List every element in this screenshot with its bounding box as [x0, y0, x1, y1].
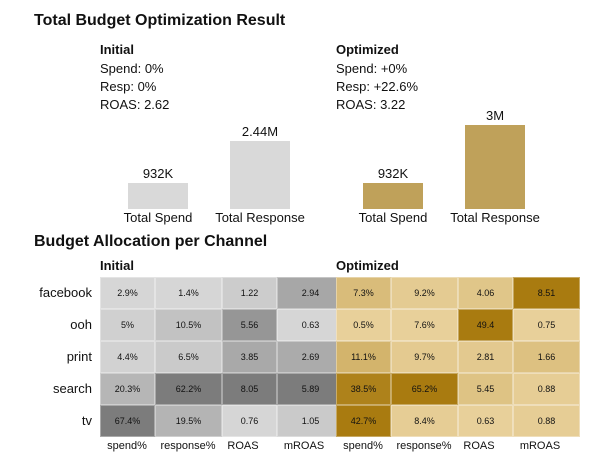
- optimized-heatmap-cell: 0.75: [513, 309, 580, 341]
- optimized-heatmap-cell: 4.06: [458, 277, 513, 309]
- optimized-roas-stat: ROAS: 3.22: [336, 97, 406, 112]
- optimized-heatmap-cell: 5.45: [458, 373, 513, 405]
- initial-heatmap-cell: 4.4%: [100, 341, 155, 373]
- optimized-heatmap-cell: 65.2%: [391, 373, 458, 405]
- optimized-bar-category-label: Total Spend: [358, 210, 428, 225]
- allocation-optimized-heading: Optimized: [336, 258, 399, 273]
- initial-heatmap-cell: 20.3%: [100, 373, 155, 405]
- optimized-heatmap-cell: 42.7%: [336, 405, 391, 437]
- page-title: Total Budget Optimization Result: [34, 12, 286, 29]
- initial-heatmap-cell: 1.4%: [155, 277, 222, 309]
- row-label-search: search: [52, 381, 92, 396]
- optimized-heatmap-cell: 9.7%: [391, 341, 458, 373]
- optimized-heading: Optimized: [336, 42, 399, 57]
- initial-heatmap-cell: 19.5%: [155, 405, 222, 437]
- optimized-heatmap-cell: 7.6%: [391, 309, 458, 341]
- optimized-heatmap-cell: 0.88: [513, 373, 580, 405]
- initial-heatmap-cell: 0.63: [277, 309, 344, 341]
- optimized-heatmap-cell: 11.1%: [336, 341, 391, 373]
- optimized-heatmap: 7.3% 9.2% 4.06 8.51 0.5% 7.6% 49.4 0.75 11.1% 9.7…: [336, 277, 580, 437]
- initial-heatmap-cell: 1.05: [277, 405, 344, 437]
- optimized-heatmap-cell: 0.88: [513, 405, 580, 437]
- initial-heatmap-cell: 62.2%: [155, 373, 222, 405]
- initial-heatmap-cell: 5.89: [277, 373, 344, 405]
- optimized-bar-value-label: 3M: [485, 108, 505, 123]
- initial-bar-value-label: 2.44M: [241, 124, 279, 139]
- initial-heatmap-cell: 5%: [100, 309, 155, 341]
- optimized-heatmap-cell: 49.4: [458, 309, 513, 341]
- initial-col-label-response: response%: [160, 440, 216, 452]
- initial-heatmap-cell: 0.76: [222, 405, 277, 437]
- row-label-tv: tv: [81, 413, 92, 428]
- initial-col-label-mroas: mROAS: [283, 440, 325, 452]
- initial-heatmap-cell: 67.4%: [100, 405, 155, 437]
- initial-heatmap-cell: 10.5%: [155, 309, 222, 341]
- row-label-facebook: facebook: [39, 285, 92, 300]
- initial-heatmap-cell: 5.56: [222, 309, 277, 341]
- initial-heatmap-cell: 2.94: [277, 277, 344, 309]
- optimized-heatmap-cell: 0.63: [458, 405, 513, 437]
- initial-spend-stat: Spend: 0%: [100, 61, 164, 76]
- initial-heatmap-cell: 2.9%: [100, 277, 155, 309]
- optimized-heatmap-cell: 0.5%: [336, 309, 391, 341]
- initial-heatmap-cell: 3.85: [222, 341, 277, 373]
- row-label-print: print: [66, 349, 92, 364]
- optimized-col-label-response: response%: [396, 440, 452, 452]
- optimized-heatmap-cell: 1.66: [513, 341, 580, 373]
- optimized-heatmap-cell: 7.3%: [336, 277, 391, 309]
- initial-col-label-spend: spend%: [107, 440, 147, 452]
- optimized-col-label-roas: ROAS: [463, 440, 495, 452]
- initial-heading: Initial: [100, 42, 134, 57]
- initial-roas-stat: ROAS: 2.62: [100, 97, 170, 112]
- optimized-heatmap-cell: 8.4%: [391, 405, 458, 437]
- initial-bar-category-label: Total Spend: [123, 210, 193, 225]
- initial-heatmap-cell: 6.5%: [155, 341, 222, 373]
- allocation-title: Budget Allocation per Channel: [34, 233, 268, 250]
- optimized-resp-stat: Resp: +22.6%: [336, 79, 419, 94]
- initial-heatmap: 2.9% 1.4% 1.22 2.94 5% 10.5% 5.56 0.63 4.4% 6.5% 3…: [100, 277, 344, 437]
- initial-bar-total-response: [230, 141, 290, 209]
- allocation-initial-heading: Initial: [100, 258, 134, 273]
- initial-col-label-roas: ROAS: [227, 440, 259, 452]
- optimized-heatmap-cell: 38.5%: [336, 373, 391, 405]
- initial-heatmap-cell: 2.69: [277, 341, 344, 373]
- optimized-bar-total-response: [465, 125, 525, 209]
- optimized-col-label-mroas: mROAS: [519, 440, 561, 452]
- initial-bar-value-label: 932K: [142, 166, 174, 181]
- initial-resp-stat: Resp: 0%: [100, 79, 157, 94]
- optimized-bar-total-spend: [363, 183, 423, 209]
- initial-heatmap-cell: 8.05: [222, 373, 277, 405]
- optimized-heatmap-cell: 8.51: [513, 277, 580, 309]
- optimized-bar-value-label: 932K: [377, 166, 409, 181]
- initial-heatmap-cell: 1.22: [222, 277, 277, 309]
- initial-bar-category-label: Total Response: [215, 210, 305, 225]
- optimized-heatmap-cell: 9.2%: [391, 277, 458, 309]
- optimized-bar-category-label: Total Response: [450, 210, 540, 225]
- optimized-spend-stat: Spend: +0%: [336, 61, 408, 76]
- optimized-heatmap-cell: 2.81: [458, 341, 513, 373]
- initial-bar-total-spend: [128, 183, 188, 209]
- optimized-col-label-spend: spend%: [343, 440, 383, 452]
- row-label-ooh: ooh: [70, 317, 92, 332]
